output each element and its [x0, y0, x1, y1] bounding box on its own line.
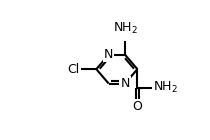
- Text: O: O: [133, 100, 142, 113]
- Text: NH$_2$: NH$_2$: [113, 21, 138, 36]
- Text: N: N: [104, 48, 113, 61]
- Text: NH$_2$: NH$_2$: [153, 80, 178, 95]
- Text: Cl: Cl: [68, 63, 80, 76]
- Text: N: N: [120, 77, 130, 90]
